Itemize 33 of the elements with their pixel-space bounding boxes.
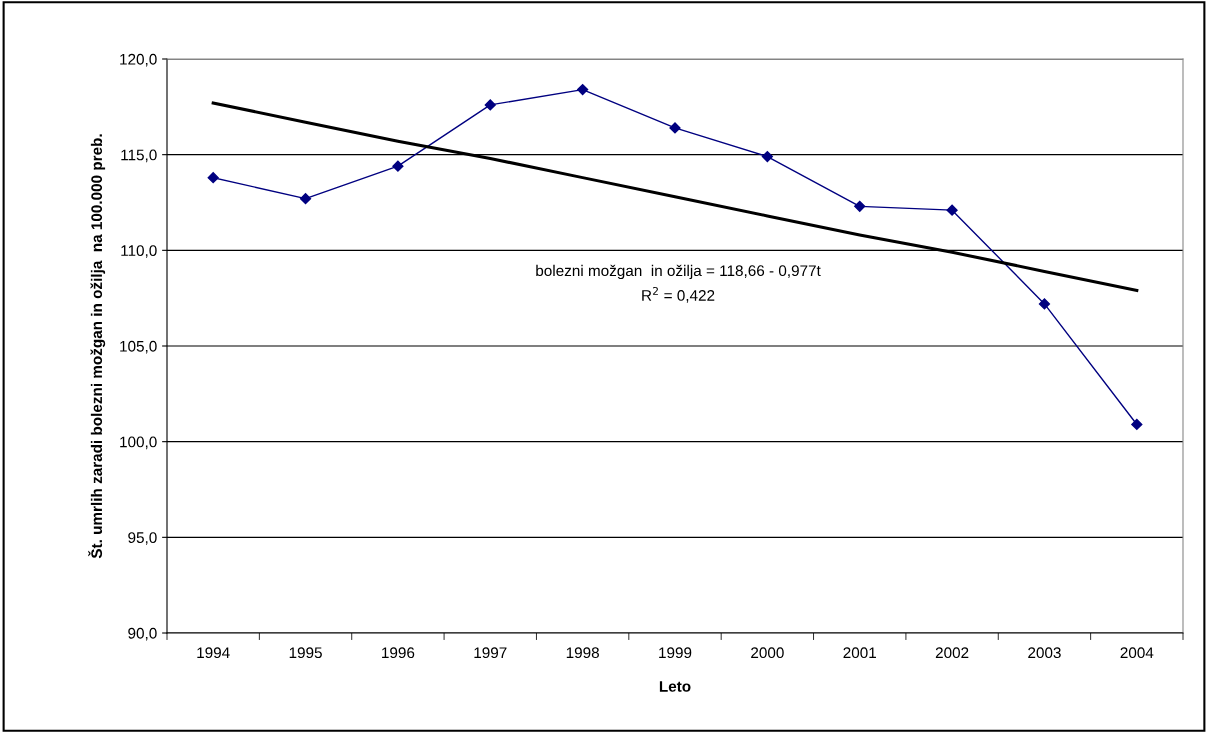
- x-tick-label: 1994: [197, 647, 230, 659]
- x-tick-label: 2004: [1120, 647, 1154, 659]
- y-tick-label: 105,0: [120, 340, 157, 354]
- point: [1131, 418, 1143, 431]
- x-tick-label: 1995: [289, 647, 322, 659]
- point: [392, 160, 404, 172]
- y-tick-label: 95,0: [128, 532, 157, 545]
- x-tick-label: 1999: [659, 647, 692, 659]
- x-tick-label: 2002: [935, 647, 969, 659]
- point: [946, 204, 958, 216]
- x-tick-label: 2003: [1028, 647, 1061, 659]
- x-tick-label: 2000: [751, 647, 784, 659]
- point: [299, 193, 312, 205]
- y-tick-label: 90,0: [128, 627, 157, 641]
- x-tick-label: 2001: [843, 647, 876, 659]
- x-axis-title: Leto: [659, 681, 691, 692]
- point: [484, 99, 496, 111]
- x-tick-label: 1998: [566, 647, 599, 659]
- point: [1038, 298, 1051, 310]
- point: [854, 200, 866, 212]
- y-tick-label: 110,0: [121, 245, 157, 258]
- y-tick-label: 120,0: [120, 53, 157, 67]
- point: [577, 84, 589, 96]
- y-tick-label: 100,0: [120, 436, 157, 450]
- point: [207, 172, 219, 184]
- point: [669, 122, 681, 134]
- x-tick-label: 1996: [382, 647, 415, 659]
- y-axis-title: Št. umrlih zaradi bolezni možgan in ožilja na 100.000 preb.: [88, 134, 106, 559]
- point: [761, 150, 773, 163]
- annotation: R$^{2}$ = 0,422: [642, 286, 715, 303]
- x-tick-label: 1997: [474, 647, 507, 659]
- annotation: bolezni možgan in ožilja = 118,66 - 0,977t: [536, 264, 821, 280]
- y-tick-label: 115,0: [121, 149, 157, 163]
